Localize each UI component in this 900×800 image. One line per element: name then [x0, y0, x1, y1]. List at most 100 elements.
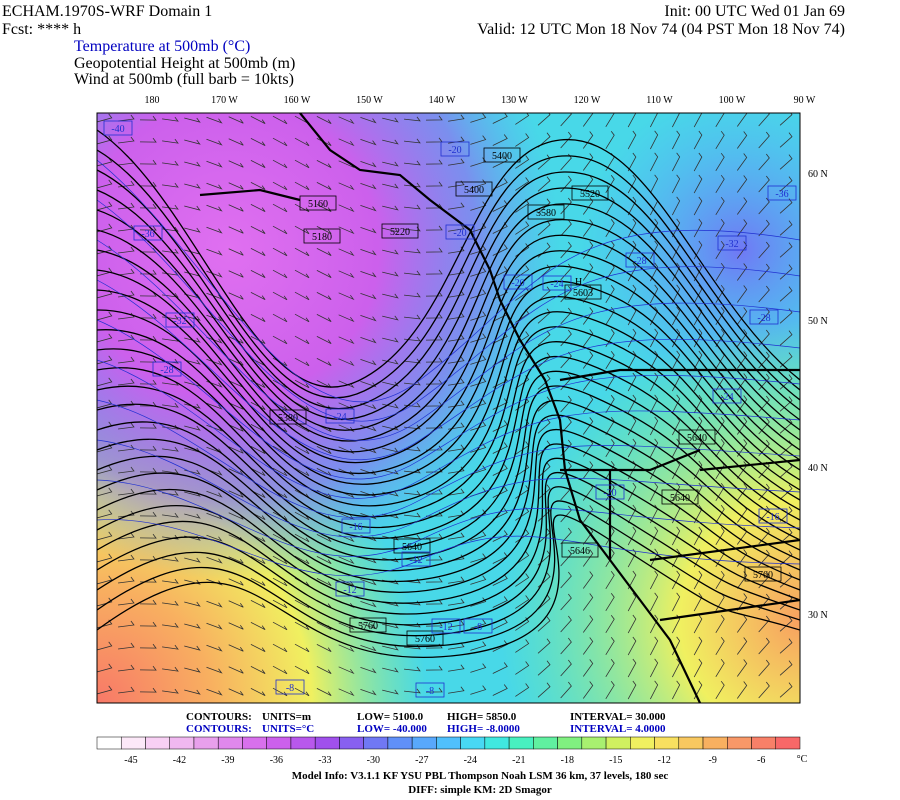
wind-barb — [316, 556, 332, 564]
wind-barb — [736, 483, 748, 501]
wind-barb — [470, 663, 487, 673]
wind-barb — [272, 159, 288, 169]
wind-barb — [404, 116, 421, 122]
wind-barb — [715, 328, 725, 348]
wind-barb — [316, 534, 332, 542]
wind-barb — [582, 307, 594, 325]
height-contour — [97, 414, 800, 583]
temp-label: -36 — [141, 229, 154, 240]
wind-barb — [338, 270, 355, 279]
wind-barb — [693, 460, 703, 480]
wind-barb — [162, 248, 179, 254]
wind-barb — [118, 444, 135, 452]
wind-barb — [537, 113, 551, 126]
wind-barb — [272, 555, 288, 565]
wind-barb — [605, 548, 615, 568]
colorbar-label: -9 — [709, 755, 717, 766]
wind-barb — [758, 527, 770, 545]
wind-barb — [316, 424, 332, 432]
wind-barb — [162, 468, 179, 474]
height-label: 5220 — [390, 227, 410, 238]
wind-barb — [97, 597, 113, 607]
label-box — [401, 551, 431, 567]
temp-label: -20 — [511, 278, 524, 289]
wind-barb — [560, 241, 572, 259]
wind-barb — [605, 482, 615, 502]
wind-barb — [492, 684, 508, 696]
wind-barb — [470, 443, 487, 453]
wind-barb — [162, 160, 179, 166]
temp-label: -24 — [333, 412, 346, 423]
wind-barb — [425, 577, 443, 583]
wind-barb — [250, 159, 266, 169]
contour-info: INTERVAL= 30.000 — [570, 711, 666, 723]
wind-barb — [779, 176, 793, 192]
wind-barb — [470, 531, 487, 541]
wind-barb — [693, 570, 703, 590]
colorbar-label: -45 — [124, 755, 137, 766]
wind-barb — [736, 417, 748, 435]
colorbar-swatch — [96, 736, 122, 750]
wind-barb — [515, 177, 530, 191]
wind-barb — [228, 314, 244, 322]
wind-barb — [671, 394, 681, 414]
wind-barb — [360, 601, 377, 608]
wind-barb — [272, 511, 288, 521]
label-box — [661, 489, 699, 505]
wind-barb — [316, 204, 332, 212]
wind-barb — [736, 681, 748, 699]
wind-barb — [118, 246, 135, 254]
wind-barb — [294, 467, 310, 477]
wind-barb — [671, 526, 681, 546]
wind-barb — [118, 598, 135, 606]
wind-barb — [404, 314, 421, 320]
temp-label: -32 — [725, 239, 738, 250]
colorbar-swatch — [678, 736, 704, 750]
label-box — [275, 679, 305, 695]
temp-label: -12 — [439, 622, 452, 633]
wind-barb — [671, 196, 681, 216]
contour-info: CONTOURS: — [186, 723, 252, 735]
wind-barb — [118, 664, 135, 672]
wind-barb — [736, 241, 748, 259]
wind-barb — [162, 226, 179, 232]
wind-barb — [671, 570, 681, 590]
height-contour — [97, 219, 800, 442]
wind-barb — [206, 204, 223, 212]
colorbar-label: -39 — [221, 755, 234, 766]
colorbar-label: -15 — [609, 755, 622, 766]
contour-info: HIGH= 5850.0 — [447, 711, 517, 723]
wind-barb — [139, 621, 157, 627]
wind-barb — [228, 644, 244, 652]
wind-barb — [184, 293, 201, 299]
wind-barb — [649, 636, 659, 656]
wind-barb — [338, 380, 355, 389]
colorbar-swatch — [314, 736, 340, 750]
wind-barb — [360, 227, 377, 234]
wind-barb — [425, 467, 443, 473]
wind-barb — [97, 113, 113, 123]
wind-barb — [758, 197, 770, 215]
wind-barb — [425, 291, 443, 297]
wind-barb — [715, 130, 725, 150]
wind-barb — [627, 570, 637, 590]
temp-contour — [97, 239, 800, 441]
wind-barb — [162, 512, 179, 518]
wind-barb — [736, 131, 748, 149]
wind-barb — [537, 594, 551, 610]
wind-barb — [118, 686, 135, 694]
wind-barb — [97, 465, 113, 475]
wind-barb — [515, 133, 530, 147]
lon-label: 110 W — [646, 95, 673, 106]
wind-barb — [627, 658, 637, 678]
wind-barb — [537, 154, 551, 170]
wind-barb — [250, 137, 266, 147]
wind-barb — [206, 160, 223, 168]
lon-label: 160 W — [284, 95, 311, 106]
wind-barb — [560, 131, 572, 149]
wind-barb — [184, 403, 201, 409]
wind-barb — [382, 227, 399, 233]
wind-barb — [162, 600, 179, 606]
wind-barb — [404, 292, 421, 298]
